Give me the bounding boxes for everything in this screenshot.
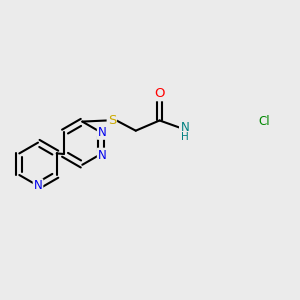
Text: H: H	[181, 132, 189, 142]
Text: N: N	[98, 148, 106, 162]
Text: O: O	[154, 87, 165, 100]
Text: S: S	[108, 114, 116, 127]
Text: Cl: Cl	[258, 115, 270, 128]
Text: N: N	[98, 126, 106, 139]
Text: N: N	[34, 179, 42, 192]
Text: N: N	[181, 121, 190, 134]
